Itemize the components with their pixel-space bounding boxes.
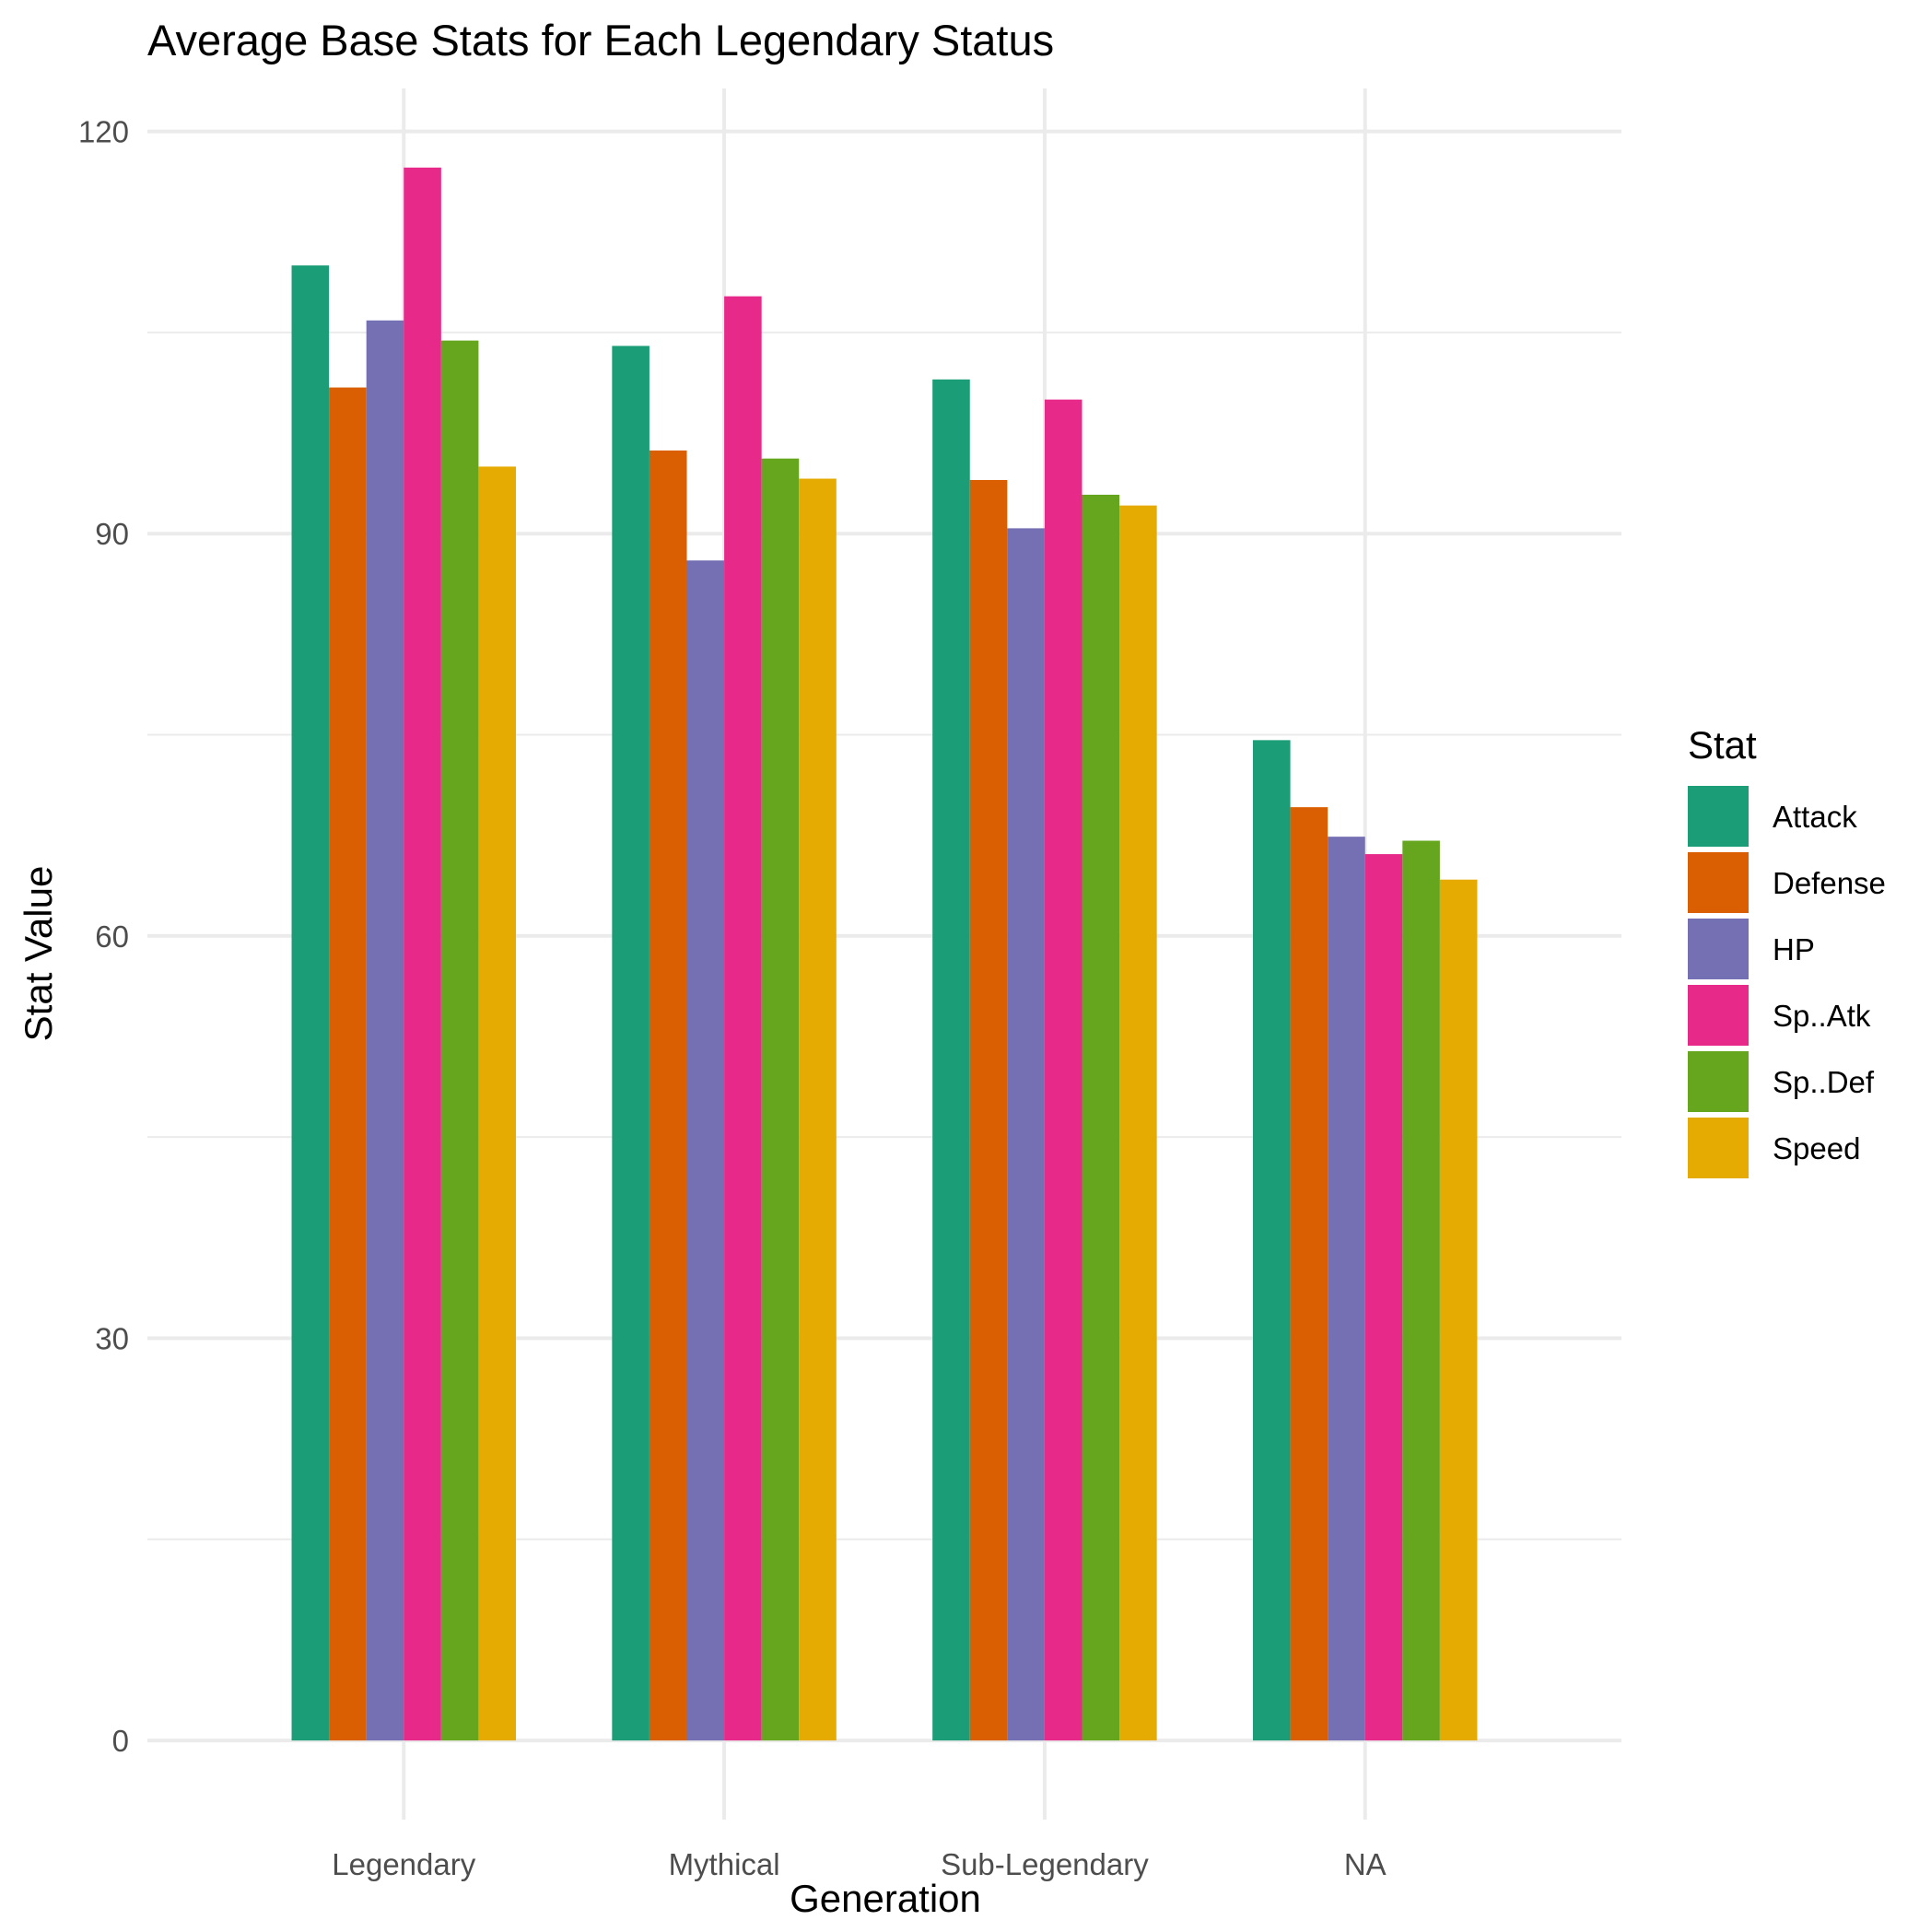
bar <box>1328 837 1365 1741</box>
bar <box>969 479 1008 1741</box>
bar <box>649 450 687 1741</box>
y-tick-label: 30 <box>95 1321 129 1355</box>
bar <box>761 458 800 1741</box>
legend: Stat Attack Defense HP Sp..Atk Sp..Def Speed <box>1688 723 1886 1178</box>
x-tick-label: NA <box>1344 1847 1387 1881</box>
chart-title: Average Base Stats for Each Legendary St… <box>147 16 1054 64</box>
bar <box>1007 528 1045 1741</box>
bar <box>1044 399 1083 1741</box>
bar <box>612 345 650 1741</box>
bar <box>1253 740 1291 1741</box>
bars <box>291 167 1478 1741</box>
legend-key <box>1688 985 1749 1046</box>
x-axis-title: Generation <box>790 1877 981 1920</box>
bar <box>1402 840 1440 1741</box>
legend-label: Sp..Atk <box>1773 999 1871 1033</box>
bar <box>686 560 725 1741</box>
x-tick-label: Mythical <box>669 1847 780 1881</box>
legend-key <box>1688 919 1749 979</box>
y-tick-label: 90 <box>95 517 129 551</box>
bar <box>932 379 970 1741</box>
legend-key <box>1688 786 1749 847</box>
bar <box>404 167 441 1741</box>
legend-label: HP <box>1773 932 1815 966</box>
legend-label: Defense <box>1773 866 1886 900</box>
bar <box>1082 495 1120 1741</box>
bar <box>366 320 404 1741</box>
legend-key <box>1688 1051 1749 1112</box>
bar <box>440 340 479 1741</box>
bar <box>799 478 837 1741</box>
bar <box>329 387 367 1741</box>
bar <box>1290 807 1328 1741</box>
bar <box>724 296 762 1741</box>
y-axis-title: Stat Value <box>17 866 60 1042</box>
y-axis-ticks: 0 30 60 90 120 <box>78 115 129 1759</box>
bar <box>291 265 330 1741</box>
bar <box>1439 879 1478 1741</box>
legend-label: Speed <box>1773 1131 1860 1165</box>
legend-key <box>1688 852 1749 913</box>
bar <box>1119 505 1157 1741</box>
y-tick-label: 60 <box>95 919 129 954</box>
legend-label: Sp..Def <box>1773 1065 1875 1099</box>
x-tick-label: Sub-Legendary <box>941 1847 1149 1881</box>
legend-title: Stat <box>1688 723 1757 767</box>
y-tick-label: 120 <box>78 115 129 149</box>
y-tick-label: 0 <box>112 1724 129 1758</box>
legend-key <box>1688 1118 1749 1178</box>
bar <box>1364 854 1403 1741</box>
x-tick-label: Legendary <box>332 1847 475 1881</box>
legend-label: Attack <box>1773 800 1857 834</box>
x-axis-ticks: Legendary Mythical Sub-Legendary NA <box>332 1847 1386 1881</box>
bar <box>478 466 516 1741</box>
